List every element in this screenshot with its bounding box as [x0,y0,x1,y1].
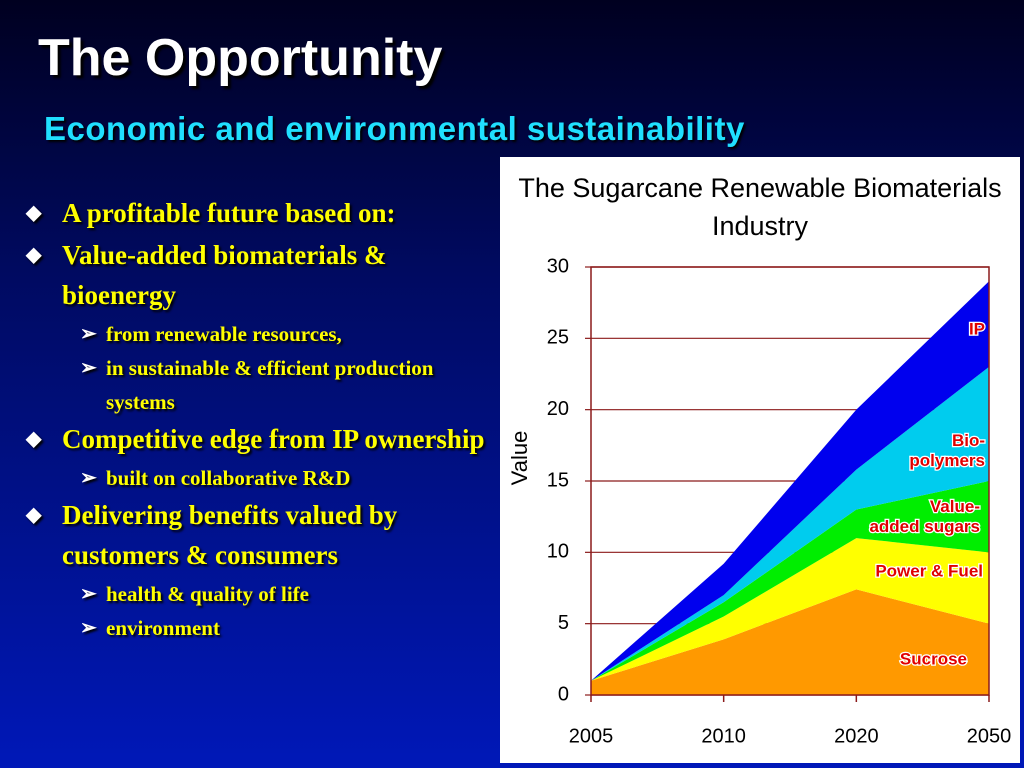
bullet: Value-added biomaterials & bioenergy [24,235,494,315]
series-label: Sucrose [900,649,967,668]
sub-bullet: from renewable resources, [24,317,494,351]
series-label: Value-added sugars [869,497,980,536]
bullet: Competitive edge from IP ownership [24,419,494,459]
y-tick-label: 30 [547,255,569,277]
y-axis-label: Value [507,431,532,486]
sub-bullet: in sustainable & efficient production sy… [24,351,494,419]
chart-title: The Sugarcane Renewable Biomaterials Ind… [518,173,1002,241]
chart: 0 5 10 15 20 25 30 2005 2010 2020 2050 Value Sucrose… [507,255,1012,747]
area [591,589,989,695]
area [591,281,989,681]
sub-bullet: health & quality of life [24,577,494,611]
y-tick-label: 15 [547,469,569,491]
series-label: Bio-polymers [909,431,985,470]
y-tick-label: 0 [558,683,569,705]
y-tick-label: 20 [547,398,569,420]
area [591,538,989,681]
x-tick-label: 2005 [569,725,614,747]
series-label: Power & Fuel [875,561,983,580]
bullet-list: A profitable future based on:Value-added… [24,193,494,645]
area [591,481,989,681]
plot-frame [590,266,990,696]
bullet: A profitable future based on: [24,193,494,233]
y-tick-label: 25 [547,327,569,349]
y-tick-label: 10 [547,541,569,563]
x-tick-label: 2010 [701,725,746,747]
y-tick-label: 5 [558,612,569,634]
bullet: Delivering benefits valued by customers … [24,495,494,575]
sub-bullet: built on collaborative R&D [24,461,494,495]
sub-bullet: environment [24,611,494,645]
area [591,366,989,681]
series-label: IP [969,319,985,338]
slide-title: The Opportunity [38,29,443,87]
x-tick-label: 2050 [967,725,1012,747]
slide-subtitle: Economic and environmental sustainabilit… [44,110,745,147]
x-tick-label: 2020 [834,725,879,747]
